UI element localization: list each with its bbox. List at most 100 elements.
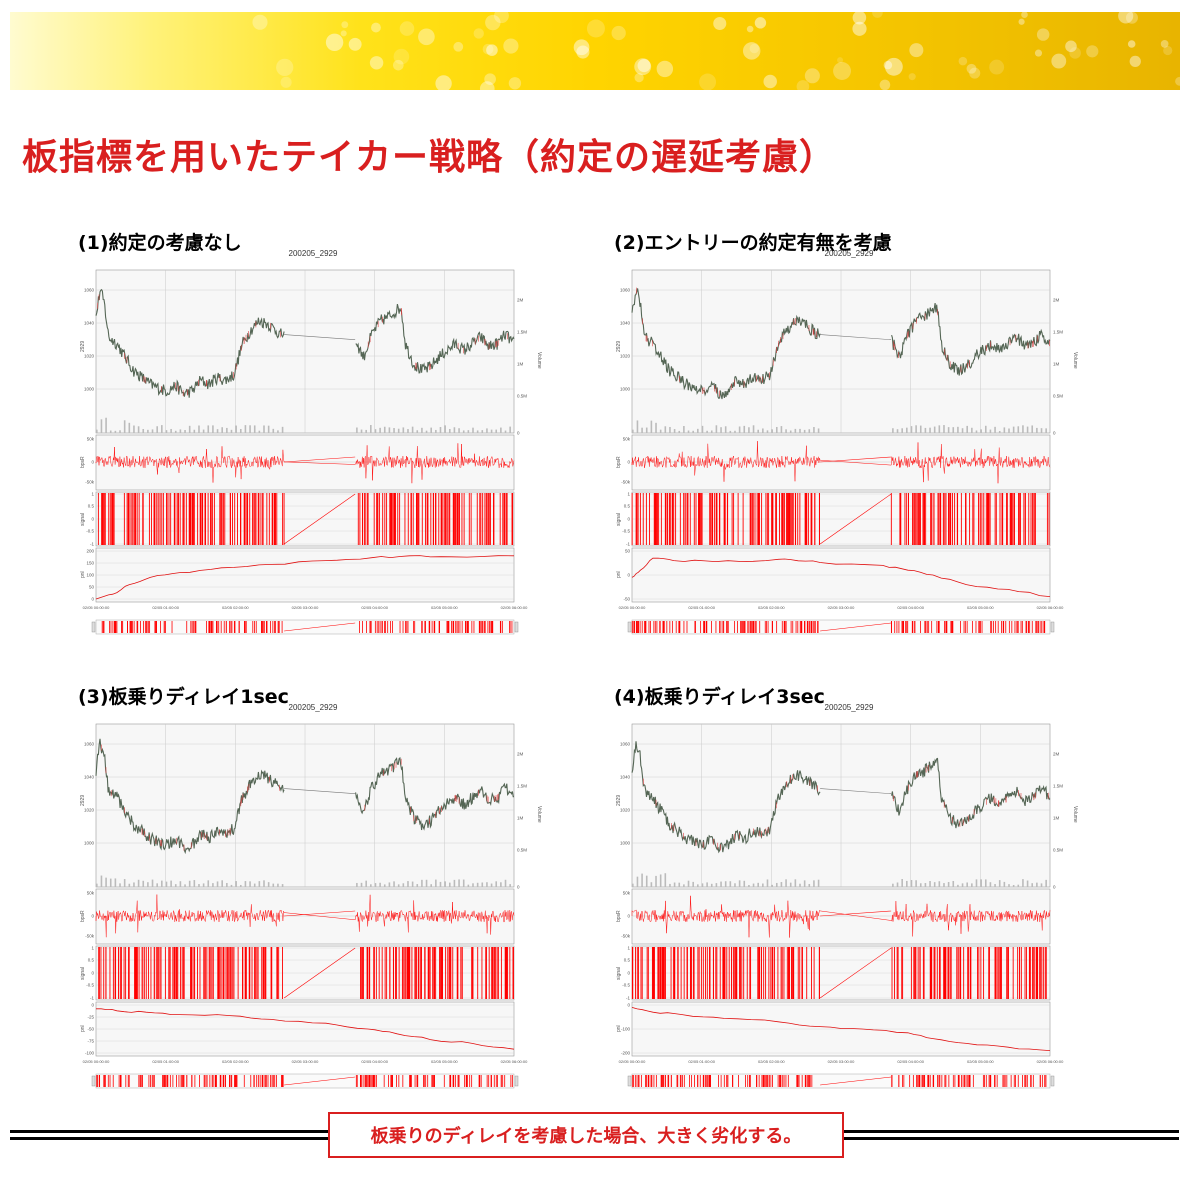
volume-tick-label: 0.5M (517, 848, 527, 853)
navigator-handle-left (627, 1075, 632, 1087)
volume-bar (957, 884, 959, 887)
volume-bar (486, 428, 488, 433)
volume-bar (179, 881, 182, 887)
volume-tick-label: 1M (517, 816, 524, 821)
volume-bar (957, 426, 959, 433)
banner-spot (435, 75, 452, 90)
panel-label: (4)板乗りディレイ3sec (614, 686, 825, 708)
volume-bar (448, 882, 451, 887)
banner-spot (276, 58, 294, 76)
volume-bar (697, 884, 699, 887)
volume-tick-label: 1M (1053, 816, 1060, 821)
volume-bar (202, 429, 205, 433)
volume-bar (267, 882, 270, 887)
volume-bar (655, 422, 657, 433)
bpsr-series (95, 894, 515, 938)
footer-line-left-bottom (10, 1137, 328, 1140)
banner-spot (958, 56, 968, 66)
volume-bar (673, 882, 676, 887)
signal-series (819, 947, 892, 999)
volume-bar (813, 427, 815, 433)
volume-bar (729, 430, 732, 433)
banner-spot (883, 60, 893, 70)
volume-bar (632, 883, 634, 887)
banner-spot (1018, 18, 1025, 25)
volume-bar (216, 881, 219, 887)
volume-bar (119, 430, 121, 433)
volume-bar (659, 429, 662, 433)
volume-bar (448, 428, 451, 433)
price-axis-label: 2929 (616, 341, 622, 352)
volume-bar (989, 429, 992, 433)
volume-tick-label: 1M (517, 362, 524, 367)
volume-tick-label: 1M (1053, 362, 1060, 367)
banner-spot (804, 68, 820, 84)
volume-bar (137, 879, 140, 887)
volume-axis-label: Volume (536, 352, 542, 369)
price-series (355, 756, 514, 831)
pnl-tick-label: 0 (91, 597, 94, 602)
volume-bar (924, 427, 927, 433)
volume-bar (509, 884, 511, 887)
volume-bar (636, 420, 639, 433)
volume-bar (1003, 881, 1006, 887)
navigator-handle-right (1050, 621, 1055, 633)
volume-axis-label: Volume (1072, 352, 1078, 369)
volume-bar (808, 883, 811, 887)
navigator-handle-left (91, 1075, 96, 1087)
bpsr-axis-label: bpsR (80, 456, 86, 468)
price-tick-label: 1060 (84, 288, 95, 293)
signal-tick-label: -0.5 (86, 983, 94, 988)
volume-bar (813, 880, 815, 887)
volume-bar (109, 430, 112, 433)
footer-line-right-bottom (844, 1137, 1179, 1140)
volume-bar (650, 882, 653, 887)
volume-bar (673, 429, 676, 433)
price-tick-label: 1020 (620, 808, 631, 813)
volume-bar (356, 427, 358, 433)
volume-bar (258, 430, 261, 433)
volume-bar (645, 875, 648, 887)
banner-spot (1175, 76, 1180, 86)
volume-bar (952, 427, 955, 433)
chart-title: 200205_2929 (288, 703, 338, 712)
signal-tick-label: 1 (627, 946, 630, 951)
banner-spot (749, 43, 760, 54)
volume-bar (1008, 884, 1010, 887)
volume-bar (1022, 425, 1024, 433)
banner-spot (586, 19, 605, 38)
signal-tick-label: 1 (91, 492, 94, 497)
banner-spot (852, 21, 867, 36)
volume-bar (780, 882, 783, 887)
volume-bar (1026, 880, 1029, 887)
volume-bar (425, 430, 428, 433)
banner-spot (833, 62, 851, 80)
banner-spot (482, 43, 494, 55)
volume-bar (212, 883, 214, 887)
bpsr-tick-label: -50k (85, 480, 95, 485)
ltp-line (820, 788, 892, 794)
signal-tick-label: 1 (91, 946, 94, 951)
volume-bar (1040, 428, 1043, 433)
volume-bar (641, 427, 643, 433)
volume-bar (724, 881, 727, 887)
volume-bar (142, 429, 145, 433)
volume-bar (198, 425, 200, 433)
banner-spot (1034, 49, 1043, 57)
volume-bar (748, 884, 750, 887)
volume-bar (980, 429, 982, 433)
volume-bar (249, 881, 251, 887)
signal-tick-label: -1 (626, 542, 630, 547)
volume-bar (975, 430, 978, 433)
volume-bar (495, 429, 498, 433)
volume-bar (170, 428, 172, 433)
volume-bar (1045, 879, 1047, 887)
volume-bar (147, 429, 149, 433)
banner-spot (325, 33, 344, 52)
volume-bar (734, 883, 736, 887)
volume-bar (411, 426, 414, 433)
volume-bar (188, 425, 191, 433)
bpsr-tick-label: 0 (627, 914, 630, 919)
footer-line-right-top (844, 1130, 1179, 1133)
volume-bar (495, 881, 498, 887)
